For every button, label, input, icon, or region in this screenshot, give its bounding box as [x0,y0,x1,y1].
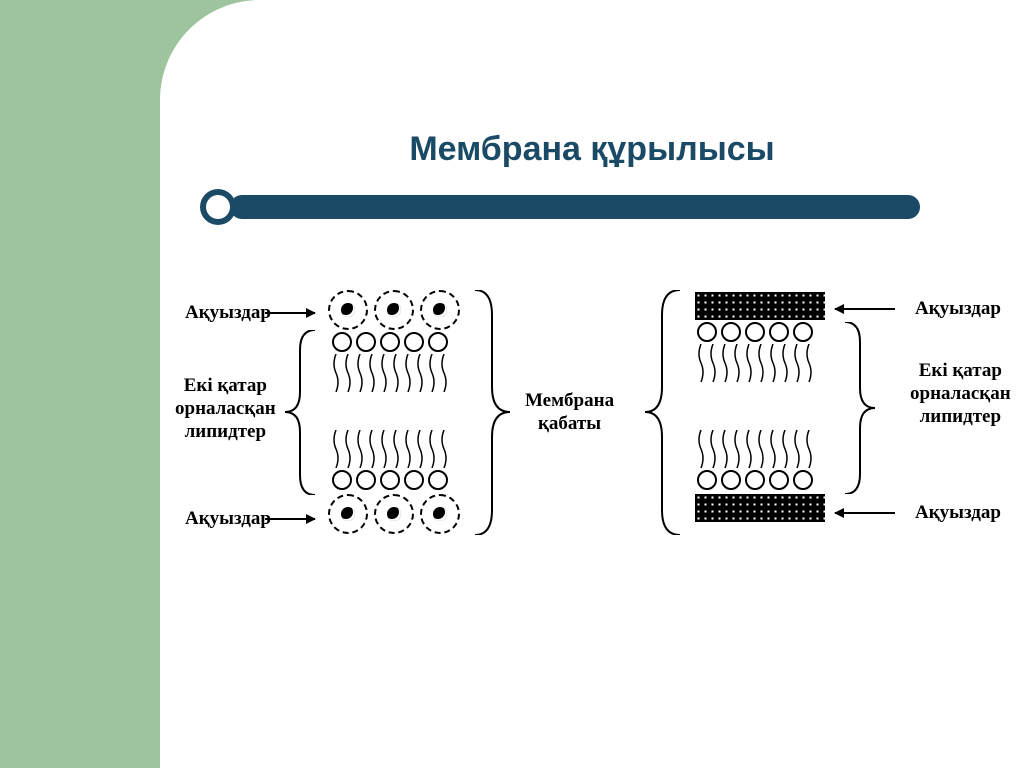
brace-model1-right [470,290,515,535]
brace-model2-left [640,290,685,535]
lipid-heads-top [330,332,450,352]
arrow-proteins-bottom-right [835,512,895,514]
arrow-proteins-bottom-left [265,518,315,520]
label-proteins-bottom-left: Ақуыздар [185,508,271,531]
label-membrane-center: Мембрана қабаты [525,390,614,436]
label-lipids-right: Екі қатар орналасқан липидтер [910,360,1011,428]
brace-lipids-left [280,330,320,495]
lipid-tails-top [330,354,450,392]
label-proteins-top-right: Ақуыздар [915,298,1001,321]
lipid-heads-top-2 [695,322,815,342]
lipid-heads-bottom [330,470,450,490]
accent-bar [160,195,920,219]
protein-bar-bottom [695,494,825,522]
label-proteins-bottom-right: Ақуыздар [915,502,1001,525]
arrow-proteins-top-left [265,312,315,314]
protein-row-bottom [325,494,463,534]
membrane-diagram: Ақуыздар Екі қатар орналасқан липидтер А… [195,290,1005,690]
brace-lipids-right [840,322,880,494]
protein-row-top [325,290,463,330]
slide-title: Мембрана құрылысы [160,130,1024,169]
label-proteins-top-left: Ақуыздар [185,302,271,325]
label-lipids-left: Екі қатар орналасқан липидтер [175,375,276,443]
lipid-tails-top-2 [695,344,815,382]
lipid-heads-bottom-2 [695,470,815,490]
arrow-proteins-top-right [835,308,895,310]
lipid-tails-bottom [330,430,450,468]
slide-sidebar [0,0,160,768]
lipid-tails-bottom-2 [695,430,815,468]
protein-bar-top [695,292,825,320]
